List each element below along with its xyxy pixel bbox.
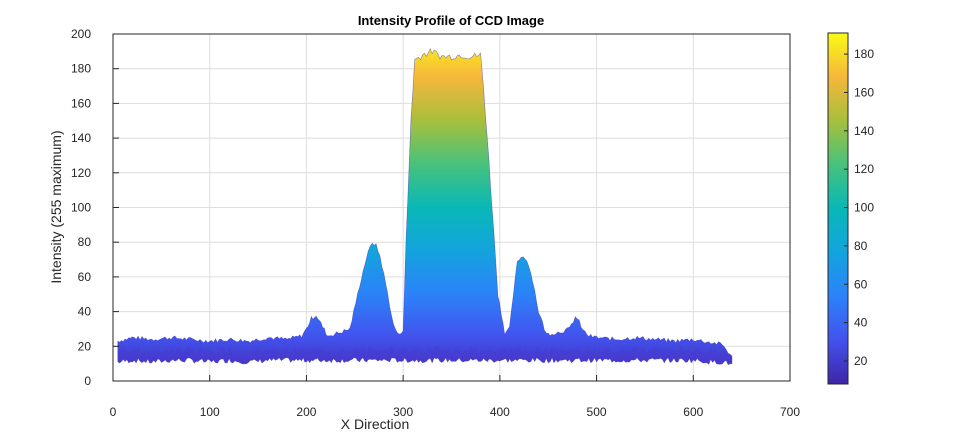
colorbar-tick-label: 100: [854, 201, 874, 215]
colorbar-tick-label: 60: [854, 277, 868, 291]
x-tick-label: 600: [683, 405, 703, 419]
x-axis-ticks: 0 100 200 300 400 500 600 700: [110, 375, 800, 419]
y-tick-label: 20: [78, 339, 92, 353]
colorbar-tick-label: 160: [854, 85, 874, 99]
colorbar-tick-label: 140: [854, 124, 874, 138]
y-tick-label: 200: [71, 27, 91, 41]
x-tick-label: 100: [200, 405, 220, 419]
chart-title: Intensity Profile of CCD Image: [358, 13, 544, 28]
y-tick-label: 160: [71, 96, 91, 110]
x-tick-label: 500: [587, 405, 607, 419]
plot-area: [117, 48, 733, 365]
y-tick-label: 100: [71, 201, 91, 215]
colorbar-gradient: [828, 33, 848, 384]
y-tick-label: 0: [84, 374, 91, 388]
y-tick-label: 120: [71, 166, 91, 180]
x-tick-label: 700: [780, 405, 800, 419]
y-tick-label: 180: [71, 62, 91, 76]
colorbar-tick-label: 120: [854, 162, 874, 176]
colorbar-frame: [827, 32, 849, 385]
colorbar-ticks: 20 40 60 80 100 120 140 160 180: [844, 47, 874, 368]
colorbar-tick-label: 180: [854, 47, 874, 61]
x-tick-label: 200: [296, 405, 316, 419]
colorbar-tick-label: 20: [854, 354, 868, 368]
x-tick-label: 400: [490, 405, 510, 419]
colorbar-tick-label: 40: [854, 316, 868, 330]
x-axis-label: X Direction: [341, 416, 409, 432]
intensity-baseline-band: [117, 345, 733, 365]
colorbar: [827, 32, 849, 385]
y-tick-label: 40: [78, 305, 92, 319]
y-axis-ticks: 0 20 40 60 80 100 120 140 160 180 200: [71, 27, 119, 388]
y-tick-label: 80: [78, 235, 92, 249]
y-tick-label: 60: [78, 270, 92, 284]
y-tick-label: 140: [71, 131, 91, 145]
x-tick-label: 0: [110, 405, 117, 419]
colorbar-tick-label: 80: [854, 239, 868, 253]
y-axis-label: Intensity (255 maximum): [48, 130, 64, 283]
x-tick-label: 300: [393, 405, 413, 419]
